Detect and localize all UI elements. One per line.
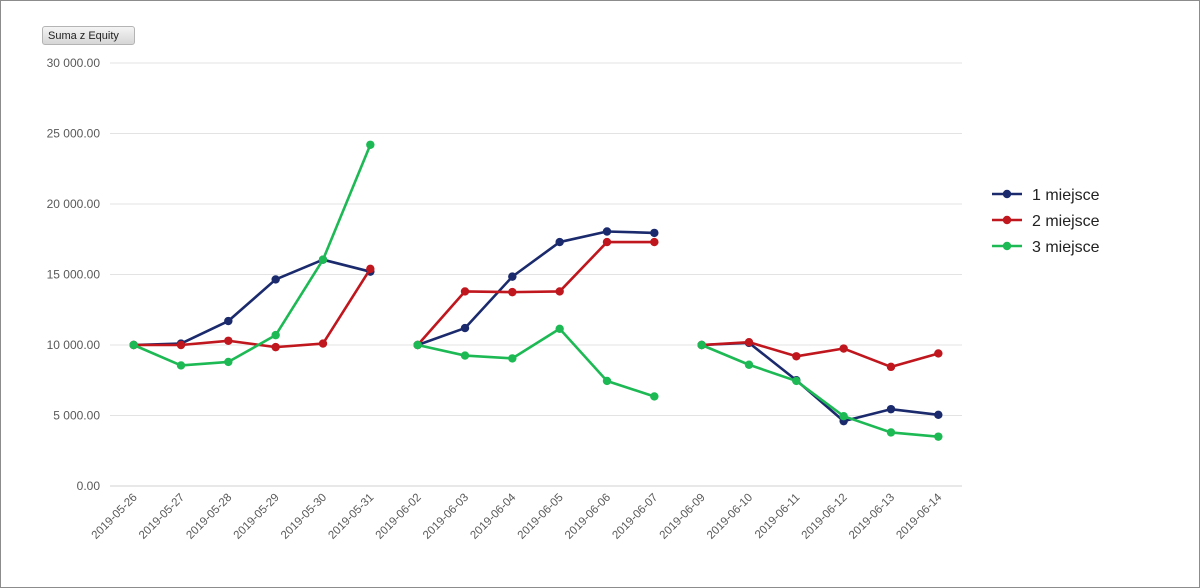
series-line bbox=[132, 267, 372, 349]
sum-equity-field-button[interactable]: Suma z Equity bbox=[42, 26, 135, 45]
x-tick-label: 2019-05-26 bbox=[90, 492, 140, 542]
data-point bbox=[602, 237, 612, 247]
data-point bbox=[555, 324, 564, 333]
x-tick-label: 2019-06-03 bbox=[421, 492, 471, 542]
x-axis-ticks: 2019-05-262019-05-272019-05-282019-05-29… bbox=[90, 491, 945, 542]
series-2 bbox=[129, 237, 943, 372]
series-1 bbox=[129, 227, 943, 426]
data-point bbox=[886, 404, 896, 414]
x-tick-label: 2019-06-04 bbox=[468, 491, 519, 542]
data-point bbox=[934, 432, 943, 441]
data-point bbox=[934, 349, 943, 358]
y-tick-label: 5 000.00 bbox=[53, 409, 100, 423]
data-point bbox=[176, 361, 186, 370]
x-tick-label: 2019-05-29 bbox=[232, 492, 282, 542]
data-point bbox=[366, 140, 375, 149]
data-point bbox=[508, 272, 517, 281]
legend-item: 1 miejsce bbox=[992, 187, 1100, 204]
data-point bbox=[318, 255, 328, 264]
data-point bbox=[697, 340, 706, 350]
x-tick-label: 2019-06-05 bbox=[516, 492, 566, 542]
x-tick-label: 2019-05-27 bbox=[137, 492, 187, 542]
data-point bbox=[129, 340, 138, 350]
data-point bbox=[792, 376, 801, 386]
legend: 1 miejsce 2 miejsce 3 miejsce bbox=[992, 187, 1100, 256]
x-tick-label: 2019-06-06 bbox=[563, 492, 613, 542]
series-line bbox=[416, 327, 656, 398]
data-point bbox=[555, 287, 564, 296]
y-axis-ticks: 0.00 5 000.00 10 000.00 15 000.00 20 000.00 2… bbox=[47, 56, 101, 493]
x-tick-label: 2019-06-12 bbox=[800, 492, 850, 542]
data-point bbox=[224, 357, 233, 367]
data-point bbox=[886, 362, 896, 372]
data-point bbox=[744, 360, 754, 369]
y-tick-label: 20 000.00 bbox=[47, 197, 101, 211]
data-point bbox=[744, 337, 754, 347]
legend-label: 1 miejsce bbox=[1032, 187, 1100, 204]
data-point bbox=[366, 264, 375, 274]
series-line bbox=[416, 230, 656, 347]
legend-item: 2 miejsce bbox=[992, 213, 1100, 230]
data-point bbox=[650, 237, 659, 247]
data-point bbox=[839, 344, 848, 353]
series-line bbox=[700, 343, 940, 438]
gridlines bbox=[110, 62, 962, 487]
x-tick-label: 2019-06-14 bbox=[894, 491, 945, 542]
x-tick-label: 2019-06-07 bbox=[610, 492, 660, 542]
x-tick-label: 2019-06-09 bbox=[658, 492, 708, 542]
legend-marker bbox=[1002, 241, 1012, 251]
data-point bbox=[602, 376, 612, 386]
data-point bbox=[224, 336, 233, 345]
data-point bbox=[460, 323, 470, 333]
data-point bbox=[271, 330, 280, 340]
data-point bbox=[934, 410, 943, 419]
data-point bbox=[460, 287, 470, 296]
data-point bbox=[792, 352, 801, 361]
x-tick-label: 2019-06-13 bbox=[847, 492, 897, 542]
data-point bbox=[508, 287, 517, 297]
legend-label: 3 miejsce bbox=[1032, 239, 1100, 256]
series-lines bbox=[129, 140, 943, 441]
y-tick-label: 30 000.00 bbox=[47, 56, 101, 70]
x-tick-label: 2019-06-11 bbox=[753, 492, 802, 541]
series-line bbox=[132, 258, 372, 347]
data-point bbox=[886, 428, 896, 437]
x-tick-label: 2019-05-31 bbox=[326, 492, 376, 542]
y-tick-label: 15 000.00 bbox=[47, 268, 101, 282]
x-tick-label: 2019-05-30 bbox=[279, 492, 329, 542]
series-line bbox=[700, 341, 940, 423]
y-tick-label: 0.00 bbox=[77, 479, 101, 493]
legend-label: 2 miejsce bbox=[1032, 213, 1100, 230]
data-point bbox=[413, 340, 422, 350]
data-point bbox=[650, 228, 659, 238]
legend-item: 3 miejsce bbox=[992, 239, 1100, 256]
data-point bbox=[555, 237, 564, 247]
x-tick-label: 2019-06-02 bbox=[374, 492, 424, 542]
y-tick-label: 10 000.00 bbox=[47, 338, 101, 352]
data-point bbox=[460, 351, 470, 360]
data-point bbox=[271, 275, 280, 284]
legend-marker bbox=[1002, 215, 1012, 225]
series-line bbox=[700, 340, 940, 369]
data-point bbox=[176, 340, 186, 350]
data-point bbox=[271, 342, 280, 352]
data-point bbox=[650, 392, 659, 401]
legend-marker bbox=[1002, 189, 1012, 199]
data-point bbox=[224, 316, 233, 326]
data-point bbox=[318, 339, 328, 348]
data-point bbox=[839, 412, 848, 421]
series-line bbox=[132, 143, 372, 367]
y-tick-label: 25 000.00 bbox=[47, 127, 101, 141]
x-tick-label: 2019-06-10 bbox=[705, 492, 755, 542]
series-line bbox=[416, 240, 656, 347]
data-point bbox=[508, 354, 517, 363]
series-3 bbox=[129, 140, 943, 441]
x-tick-label: 2019-05-28 bbox=[184, 492, 234, 542]
data-point bbox=[602, 227, 612, 236]
